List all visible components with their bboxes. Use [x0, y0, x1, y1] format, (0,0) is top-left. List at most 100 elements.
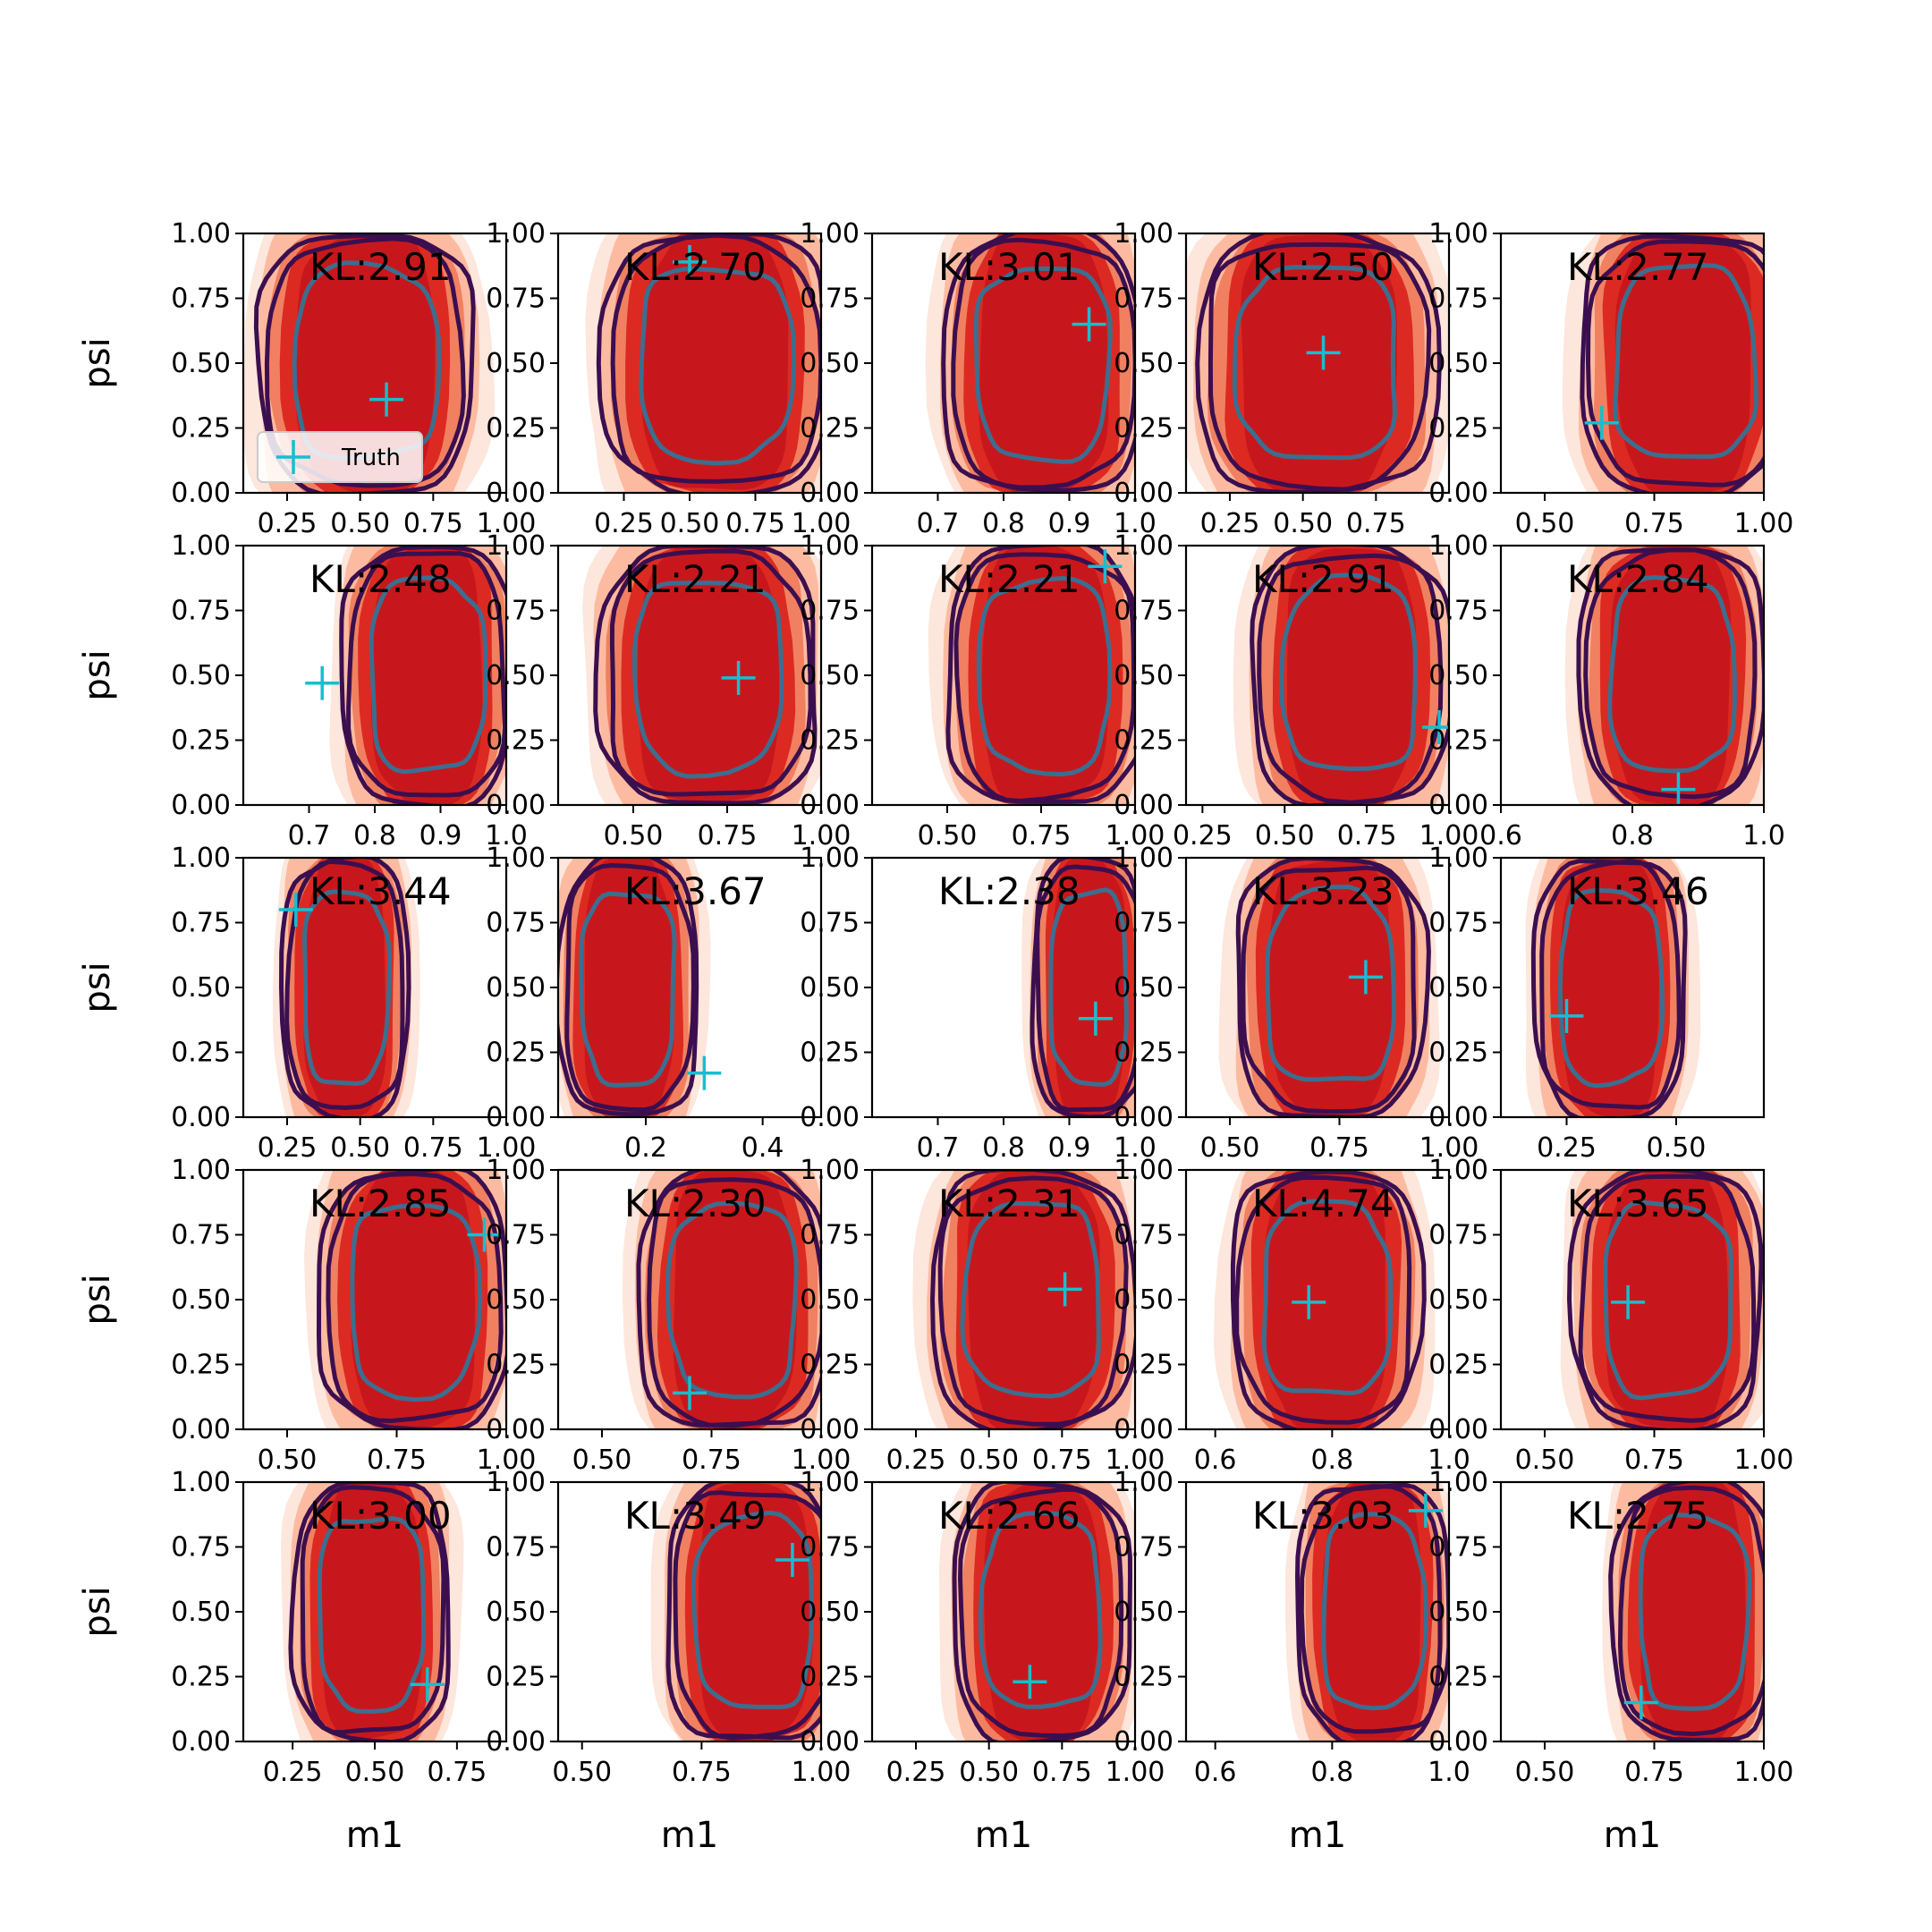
y-tick-label: 0.00	[486, 1414, 546, 1445]
y-tick-label: 0.50	[486, 348, 546, 379]
outer-contour-2	[647, 1177, 821, 1428]
x-tick-label: 0.7	[917, 508, 960, 539]
x-tick-label: 0.50	[552, 1757, 612, 1788]
inner-contour	[691, 1510, 814, 1710]
inner-contour	[1279, 572, 1418, 772]
inner-contour	[1607, 574, 1737, 774]
x-tick-label: 0.50	[660, 508, 720, 539]
outer-contour-2	[957, 1487, 1124, 1739]
y-tick-label: 0.50	[486, 972, 546, 1004]
x-axis-label: m1	[661, 1815, 718, 1856]
outer-contour-1	[1608, 1482, 1764, 1741]
density-fill-level-5	[1241, 234, 1397, 493]
y-tick-label: 0.25	[486, 1350, 546, 1381]
x-tick-label: 0.25	[886, 1757, 946, 1788]
x-tick-label: 0.50	[258, 1445, 318, 1476]
x-tick-label: 0.75	[1032, 1445, 1092, 1476]
panel-plot-area	[1186, 233, 1449, 493]
x-tick-label: 0.50	[918, 820, 978, 852]
panel-plot-area	[243, 233, 496, 493]
y-tick-label: 1.00	[800, 843, 860, 874]
panels-layer: 0.000.250.500.751.000.25 0.50 0.75 1.00KL:2…	[77, 218, 1794, 1856]
panel-plot-area	[281, 1482, 464, 1741]
y-tick-label: 0.00	[171, 1102, 231, 1133]
y-tick-label: 1.00	[800, 530, 860, 562]
y-tick-label: 0.75	[486, 596, 546, 627]
y-tick-label: 0.75	[171, 1220, 231, 1251]
y-tick-label: 0.50	[171, 660, 231, 691]
y-tick-label: 0.50	[1114, 1284, 1174, 1316]
density-fill-level-5	[637, 546, 781, 802]
panel-16: 0.00 0.25 0.50 0.75 1.00 0.50 0.75 1.00 KL:2.85 p…	[77, 1155, 536, 1476]
legend: Truth	[257, 431, 423, 483]
y-tick-label: 0.00	[800, 1102, 860, 1133]
y-tick-label: 0.25	[171, 1350, 231, 1381]
y-tick-label: 0.50	[171, 972, 231, 1004]
y-tick-label: 0.50	[1428, 972, 1488, 1004]
y-tick-label: 1.00	[1428, 843, 1488, 874]
y-tick-label: 0.00	[486, 478, 546, 509]
inner-contour	[1048, 887, 1129, 1087]
x-tick-label: 1.00	[1106, 1757, 1165, 1788]
density-fill-level-5	[979, 233, 1109, 493]
panel-plot-area	[650, 1482, 821, 1741]
kl-annotation: KL:4.74	[1252, 1182, 1394, 1225]
x-tick-label: 0.75	[1624, 1757, 1684, 1788]
y-tick-label: 0.75	[171, 284, 231, 315]
x-tick-label: 0.75	[1346, 508, 1406, 539]
y-tick-label: 0.00	[486, 1726, 546, 1758]
y-tick-label: 0.50	[1428, 1284, 1488, 1316]
y-tick-label: 1.00	[486, 530, 546, 562]
x-tick-label: 0.50	[330, 1132, 390, 1164]
y-tick-label: 1.00	[1114, 843, 1174, 874]
density-fill-level-5	[584, 858, 675, 1115]
outer-contour-2	[1585, 239, 1764, 487]
y-tick-label: 0.25	[1114, 725, 1174, 757]
x-tick-label: 1.0	[1114, 1132, 1157, 1164]
outer-contour-2	[1257, 553, 1444, 805]
kl-annotation: KL:2.38	[938, 869, 1080, 913]
x-tick-label: 0.75	[725, 508, 785, 539]
outer-contour-1	[278, 858, 411, 1117]
panel-plot-area	[305, 546, 506, 805]
inner-contour	[973, 266, 1113, 464]
density-fill-level-5	[1321, 1482, 1421, 1741]
outer-contour-1	[1566, 1170, 1764, 1429]
outer-contour-2	[264, 236, 466, 488]
outer-contour-1	[596, 233, 821, 493]
y-tick-label: 0.75	[800, 1532, 860, 1563]
y-tick-label: 0.50	[171, 1284, 231, 1316]
y-axis-label: psi	[77, 1274, 118, 1325]
y-tick-label: 0.25	[486, 1038, 546, 1069]
inner-contour	[976, 575, 1113, 777]
y-tick-label: 0.25	[1114, 413, 1174, 445]
panel-plot-area	[304, 1170, 506, 1429]
y-tick-label: 1.00	[800, 1467, 860, 1498]
x-tick-label: 0.9	[1048, 508, 1091, 539]
inner-contour	[978, 1510, 1103, 1709]
x-tick-label: 1.00	[1734, 1757, 1794, 1788]
x-tick-label: 0.4	[741, 1132, 784, 1164]
kl-annotation: KL:2.48	[309, 557, 452, 601]
y-tick-label: 0.25	[800, 725, 860, 757]
y-tick-label: 0.75	[1428, 596, 1488, 627]
density-fill-level-5	[1560, 858, 1659, 1117]
x-tick-label: 0.2	[624, 1132, 667, 1164]
panel-11: 0.00 0.25 0.50 0.75 1.00 0.25 0.50 0.75 1.00 KL:3…	[77, 843, 536, 1164]
y-axis-label: psi	[77, 962, 118, 1013]
y-tick-label: 0.00	[1428, 1414, 1488, 1445]
outer-contour-1	[253, 233, 476, 493]
y-tick-label: 1.00	[171, 218, 231, 250]
legend-label-truth: Truth	[341, 445, 401, 471]
y-tick-label: 0.50	[171, 348, 231, 379]
kl-annotation: KL:2.31	[938, 1182, 1080, 1225]
panel-21: 0.00 0.25 0.50 0.75 1.00 0.25 0.50 0.75 KL:3.00 p…	[77, 1467, 508, 1856]
panel-plot-area	[1233, 546, 1449, 805]
y-tick-label: 0.50	[1114, 972, 1174, 1004]
y-tick-label: 0.25	[1428, 725, 1488, 757]
density-fill-level-5	[967, 1170, 1100, 1429]
x-tick-label: 0.50	[572, 1445, 632, 1476]
panel-plot-area	[1284, 1482, 1449, 1741]
outer-contour-2	[346, 551, 506, 798]
y-tick-label: 1.00	[1428, 1155, 1488, 1186]
